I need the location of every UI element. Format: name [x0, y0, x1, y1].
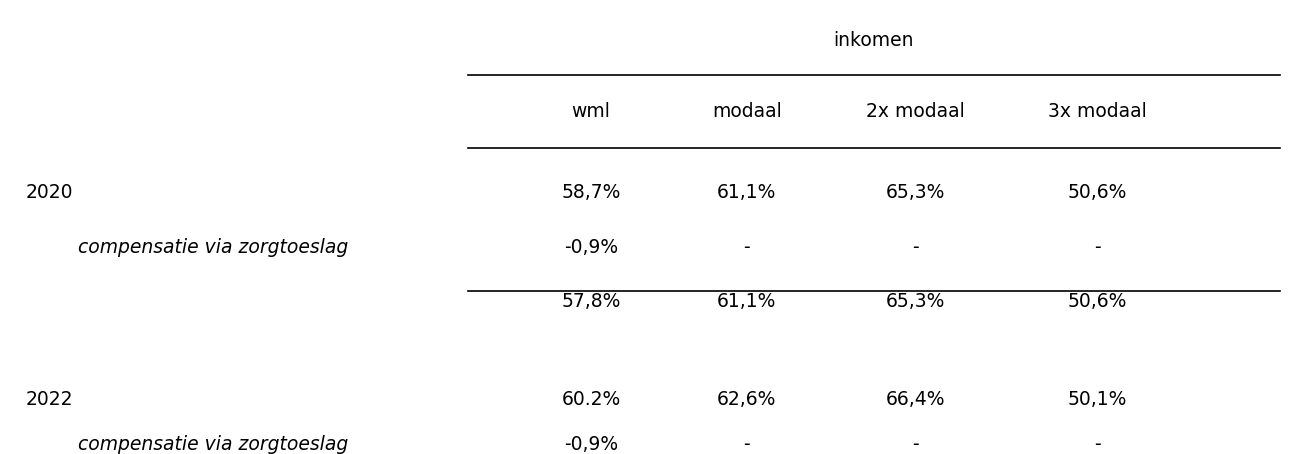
- Text: -: -: [743, 238, 751, 257]
- Text: 61,1%: 61,1%: [717, 292, 777, 311]
- Text: modaal: modaal: [712, 102, 782, 121]
- Text: 50,6%: 50,6%: [1068, 183, 1128, 202]
- Text: 57,8%: 57,8%: [561, 292, 621, 311]
- Text: -0,9%: -0,9%: [564, 435, 618, 454]
- Text: 2x modaal: 2x modaal: [866, 102, 965, 121]
- Text: 65,3%: 65,3%: [886, 292, 946, 311]
- Text: 3x modaal: 3x modaal: [1048, 102, 1147, 121]
- Text: 60.2%: 60.2%: [561, 390, 621, 409]
- Text: wml: wml: [572, 102, 611, 121]
- Text: -0,9%: -0,9%: [564, 238, 618, 257]
- Text: 61,1%: 61,1%: [717, 183, 777, 202]
- Text: -: -: [1094, 435, 1102, 454]
- Text: 2020: 2020: [26, 183, 74, 202]
- Text: 50,6%: 50,6%: [1068, 292, 1128, 311]
- Text: -: -: [743, 435, 751, 454]
- Text: compensatie via zorgtoeslag: compensatie via zorgtoeslag: [78, 238, 348, 257]
- Text: 50,1%: 50,1%: [1068, 390, 1128, 409]
- Text: -: -: [912, 238, 920, 257]
- Text: 66,4%: 66,4%: [886, 390, 946, 409]
- Text: -: -: [1094, 238, 1102, 257]
- Text: 58,7%: 58,7%: [561, 183, 621, 202]
- Text: 2022: 2022: [26, 390, 74, 409]
- Text: inkomen: inkomen: [834, 31, 913, 50]
- Text: 65,3%: 65,3%: [886, 183, 946, 202]
- Text: 62,6%: 62,6%: [717, 390, 777, 409]
- Text: compensatie via zorgtoeslag: compensatie via zorgtoeslag: [78, 435, 348, 454]
- Text: -: -: [912, 435, 920, 454]
